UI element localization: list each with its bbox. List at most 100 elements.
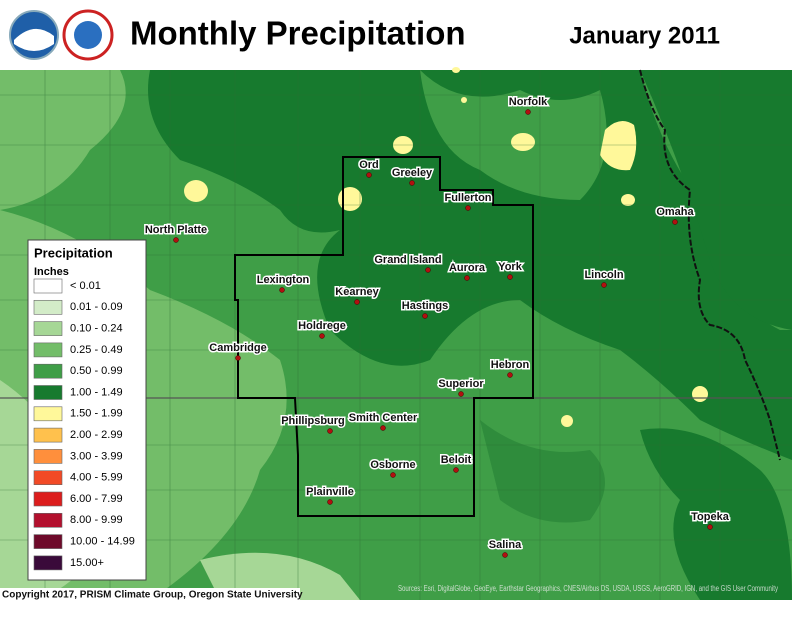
city-label: Topeka [691, 511, 730, 523]
city-label: York [498, 261, 523, 273]
precip-dark [640, 70, 792, 330]
legend-label: 8.00 - 9.99 [70, 514, 123, 526]
city-label: Ord [359, 159, 379, 171]
city-dot [601, 282, 607, 288]
city-dot [458, 391, 464, 397]
city-dot [672, 219, 678, 225]
city-label: North Platte [145, 224, 207, 236]
city-label: Lexington [257, 274, 310, 286]
legend-label: 0.01 - 0.09 [70, 301, 123, 313]
city-label: Greeley [392, 167, 433, 179]
copyright: Copyright 2017, PRISM Climate Group, Ore… [2, 590, 303, 601]
city-label: Aurora [449, 262, 486, 274]
city-dot [173, 237, 179, 243]
legend-swatch [33, 385, 63, 400]
city-dot [425, 267, 431, 273]
legend-swatch [33, 406, 63, 422]
precip-yellow [184, 180, 208, 202]
legend-title: Precipitation [34, 245, 113, 260]
legend-swatch [33, 512, 63, 528]
city-label: Phillipsburg [281, 415, 345, 427]
city-dot [507, 274, 513, 280]
precip-yellow [338, 187, 362, 211]
city-dot [366, 172, 372, 178]
legend-swatch [33, 470, 63, 486]
city-dot [409, 180, 415, 186]
city-label: Superior [438, 378, 484, 390]
city-dot [354, 299, 360, 305]
city-label: Kearney [335, 286, 379, 298]
legend-swatch [33, 342, 63, 358]
cities: Norfolk Ord Greeley Fullerton North Platte Om… [143, 94, 731, 558]
city-dot [380, 425, 386, 431]
precip-mid [420, 70, 607, 200]
legend-swatch [33, 534, 63, 549]
legend-label: 1.50 - 1.99 [70, 408, 123, 420]
city-dot [507, 372, 513, 378]
city-label: Salina [489, 539, 522, 551]
date: January 2011 [569, 22, 720, 49]
city-dot [465, 205, 471, 211]
city-label: Hastings [402, 300, 448, 312]
legend-label: < 0.01 [70, 280, 101, 292]
city-dot [502, 552, 508, 558]
legend-label: 0.25 - 0.49 [70, 344, 123, 356]
city-label: Lincoln [584, 269, 623, 281]
nws-logo-center [74, 21, 102, 49]
precip-dark [640, 428, 792, 600]
city-label: Hebron [491, 359, 530, 371]
city-dot [707, 524, 713, 530]
city-dot [235, 355, 241, 361]
precip-yellow [621, 194, 635, 206]
city-label: Beloit [441, 454, 472, 466]
legend-label: 1.00 - 1.49 [70, 386, 123, 398]
legend: Precipitation Inches < 0.01 0.01 - 0.09 0.… [27, 239, 147, 581]
legend-label: 6.00 - 7.99 [70, 493, 123, 505]
legend-label: 0.10 - 0.24 [70, 323, 123, 335]
city-dot [319, 333, 325, 339]
city-label: Grand Island [374, 254, 441, 266]
city-dot [453, 467, 459, 473]
legend-label: 4.00 - 5.99 [70, 472, 123, 484]
legend-swatch [33, 363, 63, 379]
precip-yellow [692, 386, 708, 402]
city-dot [327, 428, 333, 434]
legend-label: 0.50 - 0.99 [70, 365, 123, 377]
legend-swatch [33, 491, 63, 507]
legend-swatch [33, 427, 63, 443]
precip-dark [480, 420, 605, 523]
city-label: Fullerton [444, 192, 491, 204]
precip-yellow [561, 415, 573, 427]
legend-label: 3.00 - 3.99 [70, 450, 123, 462]
precip-yellow [461, 97, 467, 103]
noaa-logo-bird [14, 28, 54, 51]
legend-units: Inches [34, 266, 69, 278]
precip-yellow [600, 121, 637, 171]
legend-swatch [33, 555, 63, 571]
legend-label: 10.00 - 14.99 [70, 536, 135, 548]
legend-swatch [33, 299, 63, 315]
city-dot [422, 313, 428, 319]
precip-yellow [511, 133, 535, 151]
title: Monthly Precipitation [130, 15, 466, 52]
city-dot [279, 287, 285, 293]
city-label: Norfolk [509, 96, 548, 108]
sources: Sources: Esri, DigitalGlobe, GeoEye, Ear… [398, 584, 778, 593]
city-label: Smith Center [349, 412, 418, 424]
legend-swatch [33, 278, 63, 294]
city-dot [390, 472, 396, 478]
river [639, 69, 781, 461]
city-dot [464, 275, 470, 281]
city-label: Plainville [306, 486, 354, 498]
legend-swatch [33, 321, 63, 336]
precip-yellow [452, 67, 460, 73]
legend-label: 2.00 - 2.99 [70, 429, 123, 441]
precip-light [0, 70, 126, 210]
city-label: Osborne [370, 459, 415, 471]
city-label: Omaha [656, 206, 694, 218]
cwa-boundary [234, 156, 534, 517]
legend-label: 15.00+ [70, 557, 104, 569]
city-dot [525, 109, 531, 115]
city-label: Cambridge [209, 342, 266, 354]
